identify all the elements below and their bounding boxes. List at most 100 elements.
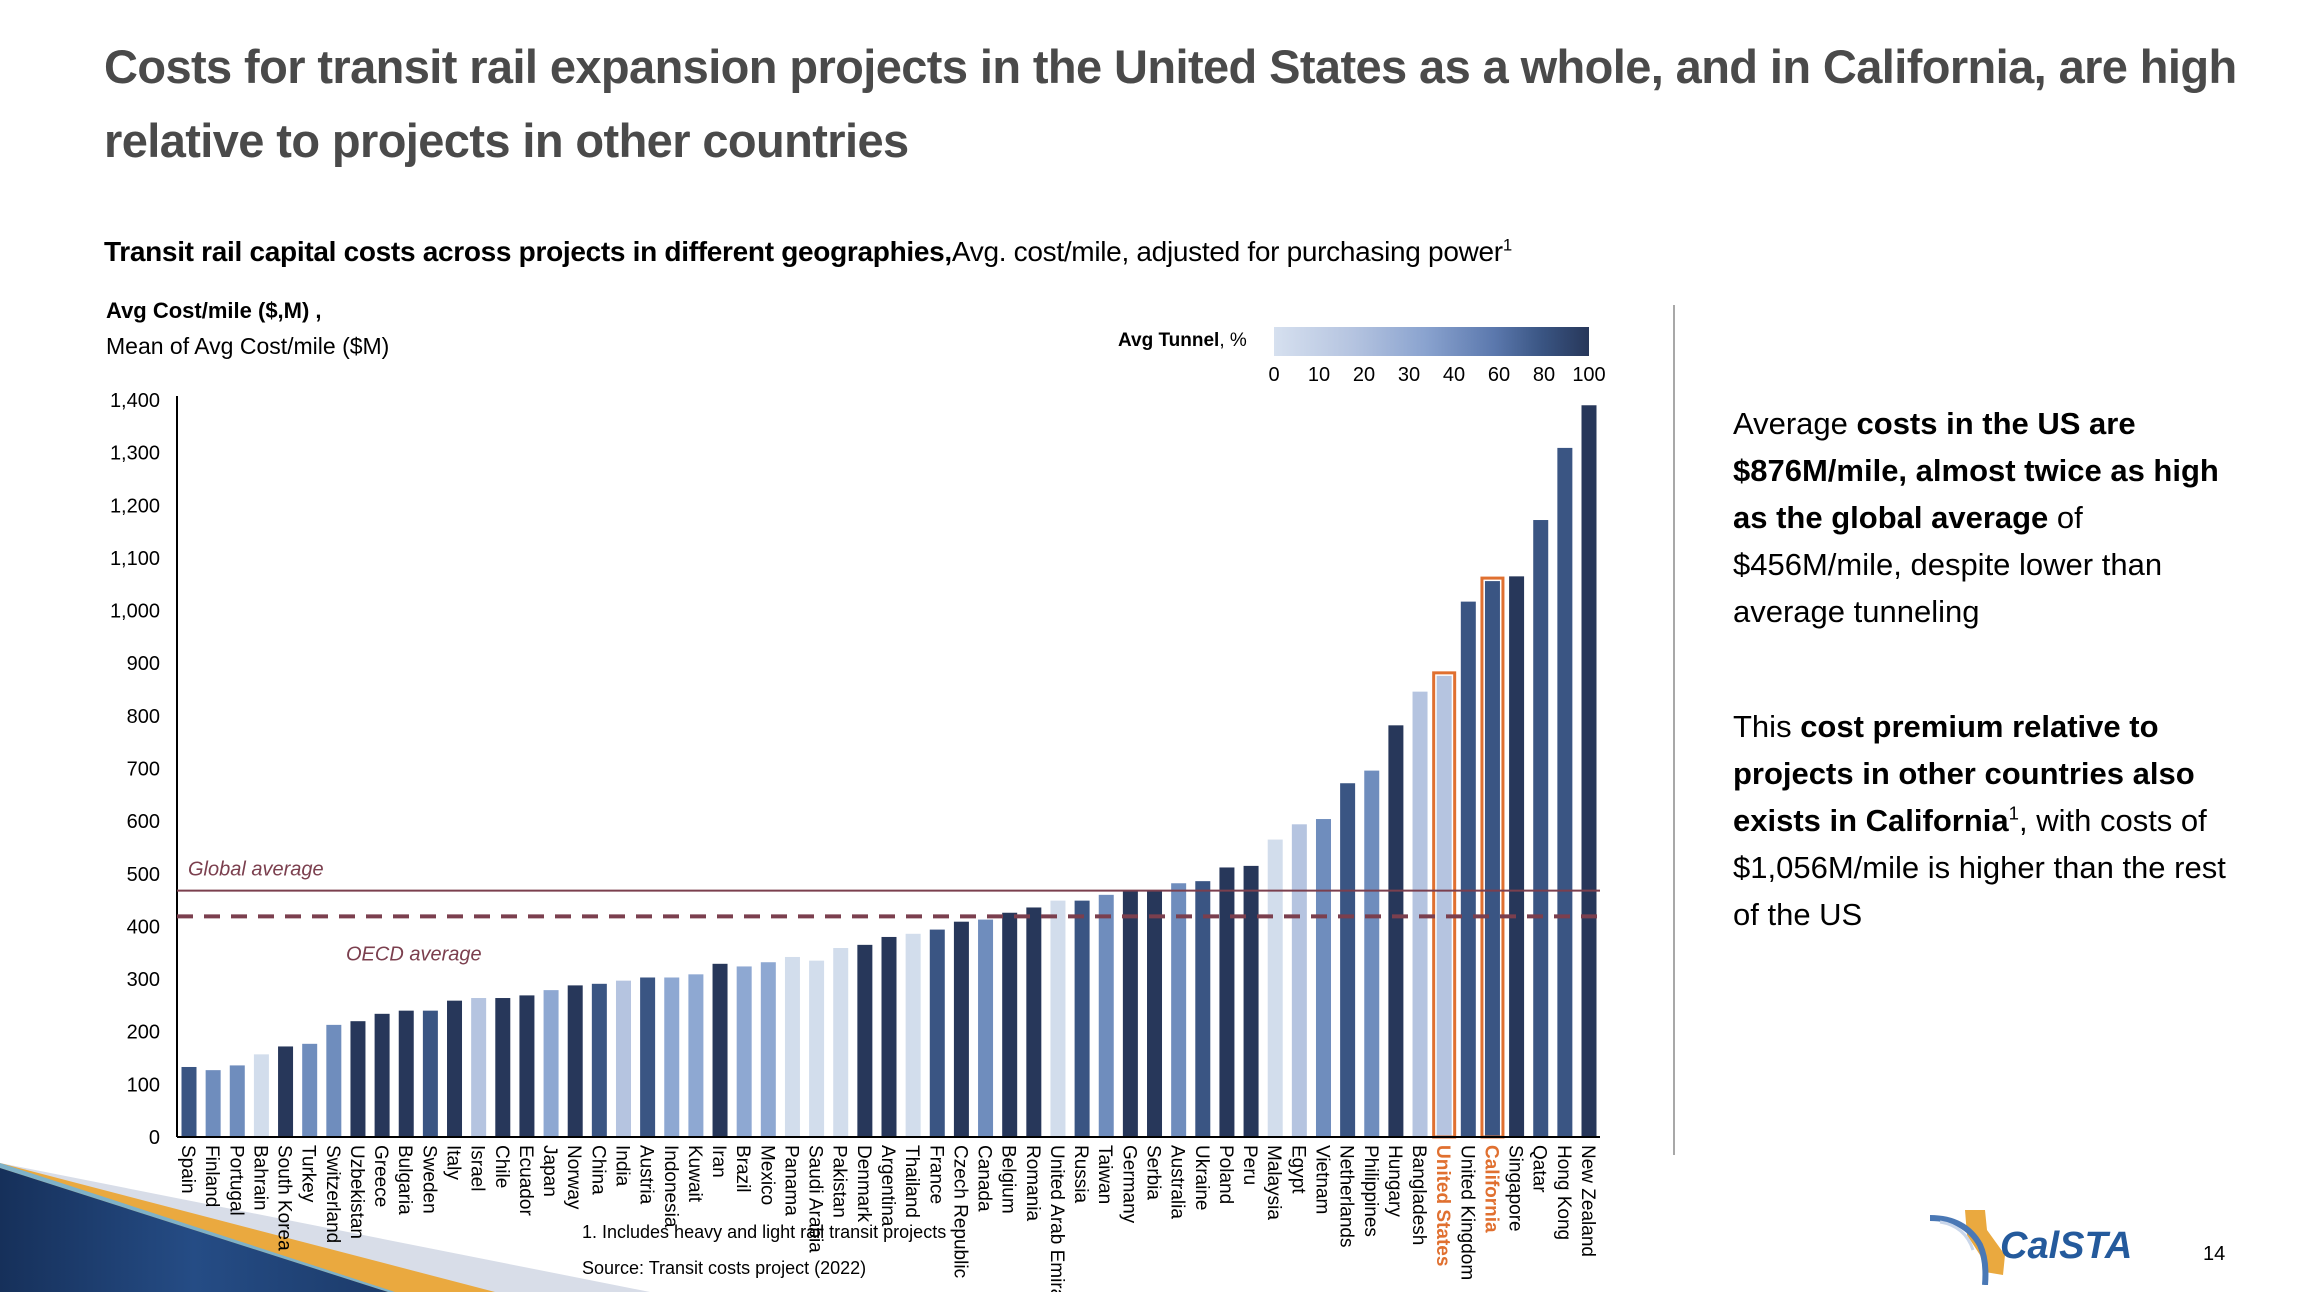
- x-tick-label: Chile: [491, 1145, 512, 1188]
- x-tick-label: Poland: [1215, 1145, 1236, 1204]
- page-number: 14: [2203, 1243, 2226, 1265]
- bar-peru: [1243, 865, 1259, 1137]
- bar-canada: [978, 919, 994, 1137]
- bar-turkey: [302, 1043, 318, 1137]
- x-tick-label: Vietnam: [1311, 1145, 1332, 1214]
- legend-tick-label: 0: [1268, 364, 1280, 386]
- bar-kuwait: [688, 974, 704, 1137]
- legend-title: Avg Tunnel, %: [1118, 330, 1247, 352]
- legend-tick-label: 100: [1572, 364, 1606, 386]
- bar-pakistan: [833, 948, 849, 1137]
- bar-israel: [471, 998, 487, 1137]
- bar-iran: [712, 963, 728, 1137]
- x-tick-label: Iran: [708, 1145, 729, 1178]
- x-tick-label: Pakistan: [829, 1145, 850, 1218]
- oecd-average-label: OECD average: [346, 943, 482, 965]
- page-title: Costs for transit rail expansion project…: [104, 40, 2237, 167]
- x-tick-label: Japan: [539, 1145, 560, 1197]
- x-tick-label: Romania: [1022, 1145, 1043, 1221]
- x-tick-label: Denmark: [853, 1145, 874, 1223]
- x-tick-label: Netherlands: [1336, 1145, 1357, 1247]
- x-tick-label: Spain: [177, 1145, 198, 1194]
- x-tick-label: Saudi Arabia: [805, 1145, 826, 1253]
- y-tick-label: 500: [127, 864, 160, 886]
- x-tick-label: Bangladesh: [1408, 1145, 1429, 1245]
- x-tick-label: Hungary: [1384, 1145, 1405, 1217]
- bar-switzerland: [326, 1024, 342, 1137]
- bar-indonesia: [664, 977, 680, 1137]
- bar-norway: [567, 985, 583, 1137]
- subtitle-bold: Transit rail capital costs across projec…: [104, 236, 952, 267]
- x-tick-label: Kuwait: [684, 1145, 705, 1203]
- legend-title-bold: Avg Tunnel: [1118, 330, 1220, 351]
- x-tick-label: Uzbekistan: [346, 1145, 367, 1239]
- x-tick-label: Canada: [974, 1145, 995, 1212]
- legend-tick-label: 80: [1532, 364, 1556, 386]
- callout-text: of $456M/mile, despite lower than averag…: [1733, 500, 2163, 629]
- x-tick-label: Malaysia: [1263, 1145, 1284, 1220]
- source-note: Source: Transit costs project (2022): [582, 1258, 867, 1278]
- x-tick-label: Brazil: [732, 1145, 753, 1193]
- bar-denmark: [857, 944, 873, 1137]
- bar-romania: [1026, 907, 1042, 1137]
- x-tick-label: Thailand: [901, 1145, 922, 1218]
- callout-emphasis: cost premium relative to projects in oth…: [1733, 709, 2195, 838]
- bar-thailand: [905, 933, 921, 1137]
- bar-italy: [447, 1000, 463, 1137]
- bar-chile: [495, 998, 511, 1137]
- bar-france: [929, 929, 945, 1137]
- bar-taiwan: [1098, 894, 1114, 1137]
- legend-tick-label: 20: [1352, 364, 1376, 386]
- bar-california: [1484, 581, 1500, 1137]
- y-tick-label: 900: [127, 653, 160, 675]
- x-tick-label: China: [587, 1145, 608, 1195]
- legend-title-rest: , %: [1219, 330, 1247, 351]
- bar-argentina: [881, 936, 897, 1137]
- bar-philippines: [1364, 770, 1380, 1137]
- x-tick-label: Bulgaria: [394, 1145, 415, 1215]
- bar-austria: [640, 977, 656, 1137]
- bar-vietnam: [1315, 819, 1331, 1137]
- x-tick-label: Belgium: [998, 1145, 1019, 1214]
- x-tick-label: Russia: [1070, 1145, 1091, 1204]
- legend-tick-label: 60: [1487, 364, 1511, 386]
- x-tick-label: Switzerland: [322, 1145, 343, 1243]
- decoration-blue-wedge: [0, 1168, 388, 1292]
- x-tick-label: New Zealand: [1577, 1145, 1598, 1257]
- bar-hong-kong: [1557, 447, 1573, 1137]
- y-tick-label: 600: [127, 811, 160, 833]
- legend-tick-label: 40: [1442, 364, 1466, 386]
- y-tick-label: 1,400: [110, 390, 160, 412]
- x-tick-label: Panama: [780, 1145, 801, 1216]
- y-tick-label: 1,100: [110, 548, 160, 570]
- y-tick-label: 800: [127, 706, 160, 728]
- bar-china: [591, 983, 607, 1137]
- bar-poland: [1219, 867, 1235, 1137]
- bar-malaysia: [1267, 839, 1283, 1137]
- bar-hungary: [1388, 725, 1404, 1137]
- y-tick-label: 0: [149, 1127, 160, 1149]
- x-tick-label: Hong Kong: [1553, 1145, 1574, 1240]
- legend-tick-label: 10: [1307, 364, 1331, 386]
- bar-south-korea: [278, 1046, 294, 1137]
- callout-text: Average: [1733, 406, 1857, 441]
- bar-germany: [1122, 890, 1138, 1137]
- footnote: 1. Includes heavy and light rail transit…: [582, 1222, 947, 1242]
- x-tick-label: Serbia: [1143, 1145, 1164, 1200]
- bar-czech-republic: [953, 921, 969, 1137]
- x-tick-label: United Arab Emirates: [1046, 1145, 1067, 1292]
- x-tick-label: Argentina: [877, 1145, 898, 1227]
- x-tick-label: United Kingdom: [1456, 1145, 1477, 1280]
- callout-paragraph-2: This cost premium relative to projects i…: [1733, 703, 2253, 938]
- x-tick-label: United States: [1432, 1145, 1453, 1266]
- decoration-teal-edge: [0, 1163, 395, 1292]
- bar-bahrain: [253, 1054, 269, 1137]
- x-tick-label: India: [611, 1145, 632, 1187]
- subtitle-footnote-marker: 1: [1502, 235, 1512, 255]
- subtitle-normal: Avg. cost/mile, adjusted for purchasing …: [951, 236, 1503, 267]
- bar-greece: [374, 1013, 390, 1137]
- global-average-label: Global average: [188, 859, 324, 881]
- y-tick-label: 100: [127, 1074, 160, 1096]
